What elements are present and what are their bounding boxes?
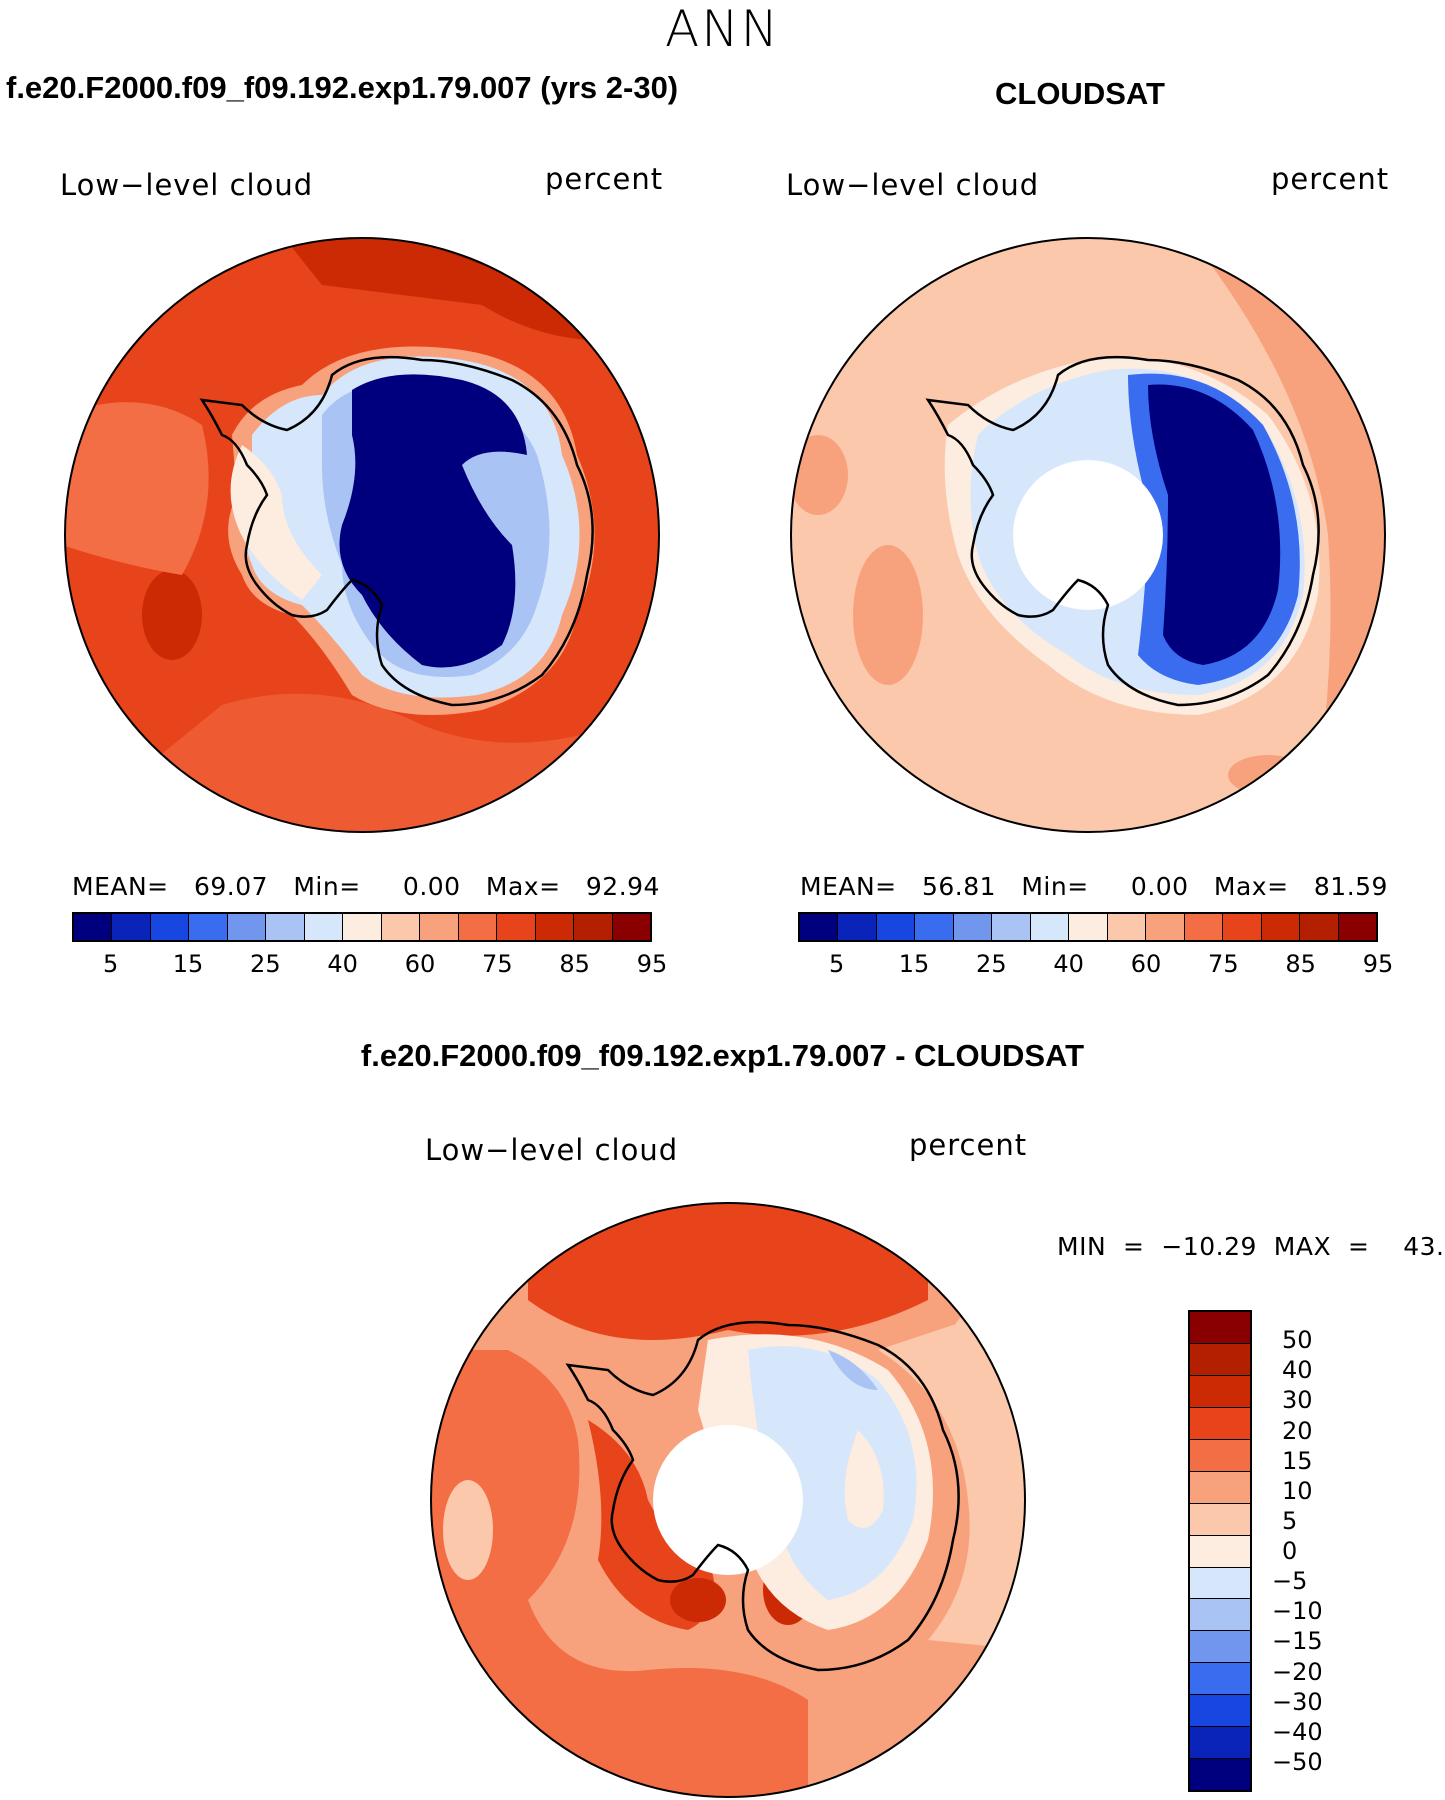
colorbar-swatch: [420, 914, 459, 940]
obs-colorbar-labels: 5 15 25 40 60 75 85 95: [798, 942, 1393, 982]
model-polar-map: [64, 237, 660, 833]
colorbar-swatch: [992, 914, 1031, 940]
obs-colorbar: [798, 912, 1378, 942]
colorbar-swatch: [1190, 1599, 1250, 1632]
colorbar-swatch: [1190, 1695, 1250, 1728]
colorbar-tick-label: 5: [829, 950, 845, 978]
colorbar-tick-label: 40: [1053, 950, 1084, 978]
colorbar-tick-label: 15: [172, 950, 204, 978]
colorbar-swatch: [1300, 914, 1339, 940]
colorbar-swatch: [838, 914, 877, 940]
colorbar-tick-label: −5: [1272, 1567, 1308, 1596]
colorbar-swatch: [1190, 1503, 1250, 1536]
colorbar-tick-label: 0: [1282, 1537, 1298, 1565]
colorbar-swatch: [612, 914, 651, 940]
colorbar-swatch: [1190, 1535, 1250, 1568]
colorbar-swatch: [1107, 914, 1147, 940]
main-title: ANN: [664, 0, 780, 58]
colorbar-swatch: [535, 914, 575, 940]
model-colorbar: [72, 912, 652, 942]
obs-stats: MEAN= 56.81 Min= 0.00 Max= 81.59: [800, 872, 1388, 901]
colorbar-swatch: [1146, 914, 1185, 940]
colorbar-tick-label: 60: [1130, 950, 1162, 978]
colorbar-swatch: [1190, 1727, 1250, 1760]
colorbar-tick-label: 85: [1285, 950, 1316, 978]
colorbar-swatch: [150, 914, 190, 940]
colorbar-tick-label: −50: [1272, 1747, 1323, 1776]
colorbar-tick-label: 40: [327, 950, 358, 978]
obs-panel-title: CLOUDSAT: [995, 76, 1165, 111]
colorbar-swatch: [189, 914, 228, 940]
colorbar-swatch: [1190, 1439, 1250, 1472]
colorbar-swatch: [1190, 1567, 1250, 1600]
colorbar-tick-label: −40: [1272, 1717, 1323, 1746]
colorbar-swatch: [74, 914, 113, 940]
colorbar-tick-label: 15: [898, 950, 930, 978]
colorbar-swatch: [112, 914, 151, 940]
model-colorbar-labels: 5 15 25 40 60 75 85 95: [72, 942, 667, 982]
colorbar-swatch: [953, 914, 993, 940]
diff-polar-map: [430, 1202, 1026, 1798]
colorbar-swatch: [876, 914, 916, 940]
colorbar-swatch: [1338, 914, 1377, 940]
diff-colorbar: [1188, 1310, 1252, 1792]
colorbar-tick-label: 75: [1208, 950, 1239, 978]
colorbar-tick-label: −15: [1272, 1627, 1323, 1656]
obs-units-label: percent: [1271, 162, 1390, 196]
model-stats: MEAN= 69.07 Min= 0.00 Max= 92.94: [72, 872, 660, 901]
colorbar-swatch: [1190, 1343, 1250, 1376]
model-variable-label: Low−level cloud: [60, 168, 314, 202]
colorbar-swatch: [304, 914, 344, 940]
colorbar-tick-label: −10: [1272, 1597, 1323, 1626]
colorbar-swatch: [574, 914, 613, 940]
diff-stats: MIN = −10.29 MAX = 43.09: [1057, 1232, 1445, 1261]
colorbar-swatch: [1184, 914, 1224, 940]
colorbar-tick-label: 75: [482, 950, 513, 978]
colorbar-swatch: [381, 914, 421, 940]
colorbar-tick-label: 25: [250, 950, 281, 978]
colorbar-tick-label: 20: [1282, 1416, 1313, 1445]
colorbar-tick-label: 40: [1282, 1356, 1313, 1385]
colorbar-swatch: [1190, 1631, 1250, 1664]
colorbar-tick-label: −20: [1272, 1657, 1323, 1686]
colorbar-tick-label: −30: [1272, 1687, 1323, 1716]
diff-colorbar-labels: 50 40 30 20 15 10 5 0 −5 −10 −15 −20 −30 −40 −50: [1272, 1310, 1392, 1792]
colorbar-swatch: [1190, 1375, 1250, 1408]
diff-units-label: percent: [909, 1128, 1028, 1162]
diff-panel-title: f.e20.F2000.f09_f09.192.exp1.79.007 - CL…: [360, 1038, 1085, 1073]
colorbar-tick-label: 5: [103, 950, 119, 978]
colorbar-swatch: [1261, 914, 1301, 940]
colorbar-tick-label: 25: [976, 950, 1007, 978]
colorbar-swatch: [227, 914, 267, 940]
obs-polar-map: [790, 237, 1386, 833]
colorbar-swatch: [497, 914, 536, 940]
colorbar-tick-label: 60: [404, 950, 436, 978]
colorbar-swatch: [1223, 914, 1262, 940]
colorbar-tick-label: 95: [636, 950, 668, 978]
colorbar-swatch: [343, 914, 382, 940]
colorbar-tick-label: 95: [1362, 950, 1394, 978]
model-units-label: percent: [545, 162, 664, 196]
colorbar-tick-label: 85: [559, 950, 590, 978]
colorbar-swatch: [1190, 1471, 1250, 1504]
colorbar-tick-label: 15: [1282, 1446, 1313, 1475]
colorbar-tick-label: 30: [1282, 1386, 1313, 1415]
colorbar-swatch: [1190, 1663, 1250, 1696]
colorbar-tick-label: 5: [1282, 1506, 1298, 1535]
colorbar-tick-label: 50: [1282, 1326, 1313, 1355]
colorbar-swatch: [458, 914, 498, 940]
model-panel-title: f.e20.F2000.f09_f09.192.exp1.79.007 (yrs…: [6, 70, 679, 105]
colorbar-swatch: [915, 914, 954, 940]
colorbar-swatch: [1069, 914, 1108, 940]
colorbar-tick-label: 10: [1282, 1476, 1313, 1505]
colorbar-swatch: [1190, 1407, 1250, 1440]
colorbar-swatch: [800, 914, 839, 940]
colorbar-swatch: [1190, 1312, 1250, 1344]
diff-variable-label: Low−level cloud: [425, 1133, 679, 1167]
colorbar-swatch: [266, 914, 305, 940]
obs-variable-label: Low−level cloud: [786, 168, 1040, 202]
colorbar-swatch: [1030, 914, 1070, 940]
colorbar-swatch: [1190, 1759, 1250, 1791]
